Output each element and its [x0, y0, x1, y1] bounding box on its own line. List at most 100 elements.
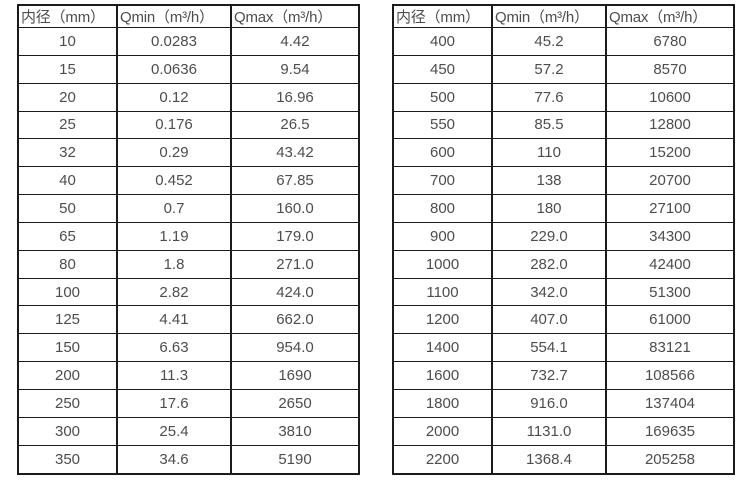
diameter-cell: 25 — [17, 110, 118, 140]
table-row: 65 1.19 179.0 — [17, 221, 360, 251]
qmax-cell: 954.0 — [230, 333, 360, 363]
diameter-cell: 20 — [17, 82, 118, 112]
table-row: 10 0.0283 4.42 — [17, 27, 360, 56]
qmax-cell: 424.0 — [230, 277, 360, 307]
qmin-cell: 45.2 — [491, 27, 607, 56]
spec-table-left: 内径（mm） Qmin（m³/h） Qmax（m³/h） 10 0.0283 4.42 1… — [17, 4, 360, 475]
diameter-cell: 250 — [17, 388, 118, 418]
qmax-cell: 27100 — [605, 194, 735, 223]
table-row: 2200 1368.4 205258 — [392, 444, 735, 475]
table-row: 100 2.82 424.0 — [17, 277, 360, 307]
qmax-cell: 9.54 — [230, 54, 360, 84]
diameter-cell: 600 — [392, 138, 493, 168]
header-row: 内径（mm） Qmin（m³/h） Qmax（m³/h） — [392, 4, 735, 28]
table-row: 200 11.3 1690 — [17, 361, 360, 390]
diameter-cell: 900 — [392, 221, 493, 251]
diameter-cell: 1000 — [392, 249, 493, 279]
qmin-cell: 0.0283 — [116, 27, 232, 56]
diameter-cell: 1800 — [392, 388, 493, 418]
table-row: 80 1.8 271.0 — [17, 249, 360, 279]
qmax-cell: 1690 — [230, 361, 360, 390]
diameter-cell: 200 — [17, 361, 118, 390]
qmin-cell: 0.12 — [116, 82, 232, 112]
diameter-cell: 150 — [17, 333, 118, 363]
table-row: 350 34.6 5190 — [17, 444, 360, 475]
table-row: 32 0.29 43.42 — [17, 138, 360, 168]
diameter-cell: 1600 — [392, 361, 493, 390]
table-row: 250 17.6 2650 — [17, 388, 360, 418]
diameter-cell: 350 — [17, 444, 118, 475]
qmin-cell: 0.452 — [116, 166, 232, 196]
qmin-cell: 34.6 — [116, 444, 232, 475]
table-row: 600 110 15200 — [392, 138, 735, 168]
table-row: 900 229.0 34300 — [392, 221, 735, 251]
qmax-cell: 5190 — [230, 444, 360, 475]
qmin-cell: 17.6 — [116, 388, 232, 418]
qmax-cell: 61000 — [605, 305, 735, 335]
diameter-cell: 65 — [17, 221, 118, 251]
table-row: 1400 554.1 83121 — [392, 333, 735, 363]
qmin-cell: 916.0 — [491, 388, 607, 418]
qmax-cell: 205258 — [605, 444, 735, 475]
diameter-cell: 1400 — [392, 333, 493, 363]
qmin-cell: 57.2 — [491, 54, 607, 84]
diameter-cell: 40 — [17, 166, 118, 196]
diameter-cell: 80 — [17, 249, 118, 279]
qmin-cell: 77.6 — [491, 82, 607, 112]
table-row: 150 6.63 954.0 — [17, 333, 360, 363]
qmax-cell: 108566 — [605, 361, 735, 390]
qmax-cell: 26.5 — [230, 110, 360, 140]
diameter-cell: 550 — [392, 110, 493, 140]
table-row: 300 25.4 3810 — [17, 416, 360, 446]
qmin-cell: 1368.4 — [491, 444, 607, 475]
qmin-cell: 138 — [491, 166, 607, 196]
qmin-cell: 6.63 — [116, 333, 232, 363]
qmax-cell: 137404 — [605, 388, 735, 418]
diameter-cell: 800 — [392, 194, 493, 223]
diameter-cell: 1100 — [392, 277, 493, 307]
table-row: 1800 916.0 137404 — [392, 388, 735, 418]
table-row: 15 0.0636 9.54 — [17, 54, 360, 84]
column-header-diameter: 内径（mm） — [392, 4, 493, 28]
diameter-cell: 100 — [17, 277, 118, 307]
qmax-cell: 10600 — [605, 82, 735, 112]
column-header-diameter: 内径（mm） — [17, 4, 118, 28]
qmax-cell: 2650 — [230, 388, 360, 418]
diameter-cell: 700 — [392, 166, 493, 196]
qmin-cell: 0.176 — [116, 110, 232, 140]
qmax-cell: 42400 — [605, 249, 735, 279]
qmax-cell: 20700 — [605, 166, 735, 196]
header-row: 内径（mm） Qmin（m³/h） Qmax（m³/h） — [17, 4, 360, 28]
qmax-cell: 16.96 — [230, 82, 360, 112]
qmax-cell: 43.42 — [230, 138, 360, 168]
qmax-cell: 662.0 — [230, 305, 360, 335]
table-row: 25 0.176 26.5 — [17, 110, 360, 140]
table-row: 125 4.41 662.0 — [17, 305, 360, 335]
qmax-cell: 271.0 — [230, 249, 360, 279]
qmax-cell: 6780 — [605, 27, 735, 56]
qmin-cell: 282.0 — [491, 249, 607, 279]
diameter-cell: 450 — [392, 54, 493, 84]
qmax-cell: 8570 — [605, 54, 735, 84]
diameter-cell: 2000 — [392, 416, 493, 446]
diameter-cell: 400 — [392, 27, 493, 56]
qmax-cell: 15200 — [605, 138, 735, 168]
table-row: 2000 1131.0 169635 — [392, 416, 735, 446]
qmax-cell: 3810 — [230, 416, 360, 446]
table-row: 20 0.12 16.96 — [17, 82, 360, 112]
table-row: 1200 407.0 61000 — [392, 305, 735, 335]
table-row: 450 57.2 8570 — [392, 54, 735, 84]
diameter-cell: 125 — [17, 305, 118, 335]
qmax-cell: 83121 — [605, 333, 735, 363]
diameter-cell: 32 — [17, 138, 118, 168]
table-row: 1600 732.7 108566 — [392, 361, 735, 390]
qmin-cell: 0.29 — [116, 138, 232, 168]
qmin-cell: 0.7 — [116, 194, 232, 223]
diameter-cell: 2200 — [392, 444, 493, 475]
table-row: 50 0.7 160.0 — [17, 194, 360, 223]
diameter-cell: 10 — [17, 27, 118, 56]
qmin-cell: 110 — [491, 138, 607, 168]
diameter-cell: 1200 — [392, 305, 493, 335]
column-header-qmax: Qmax（m³/h） — [230, 4, 360, 28]
